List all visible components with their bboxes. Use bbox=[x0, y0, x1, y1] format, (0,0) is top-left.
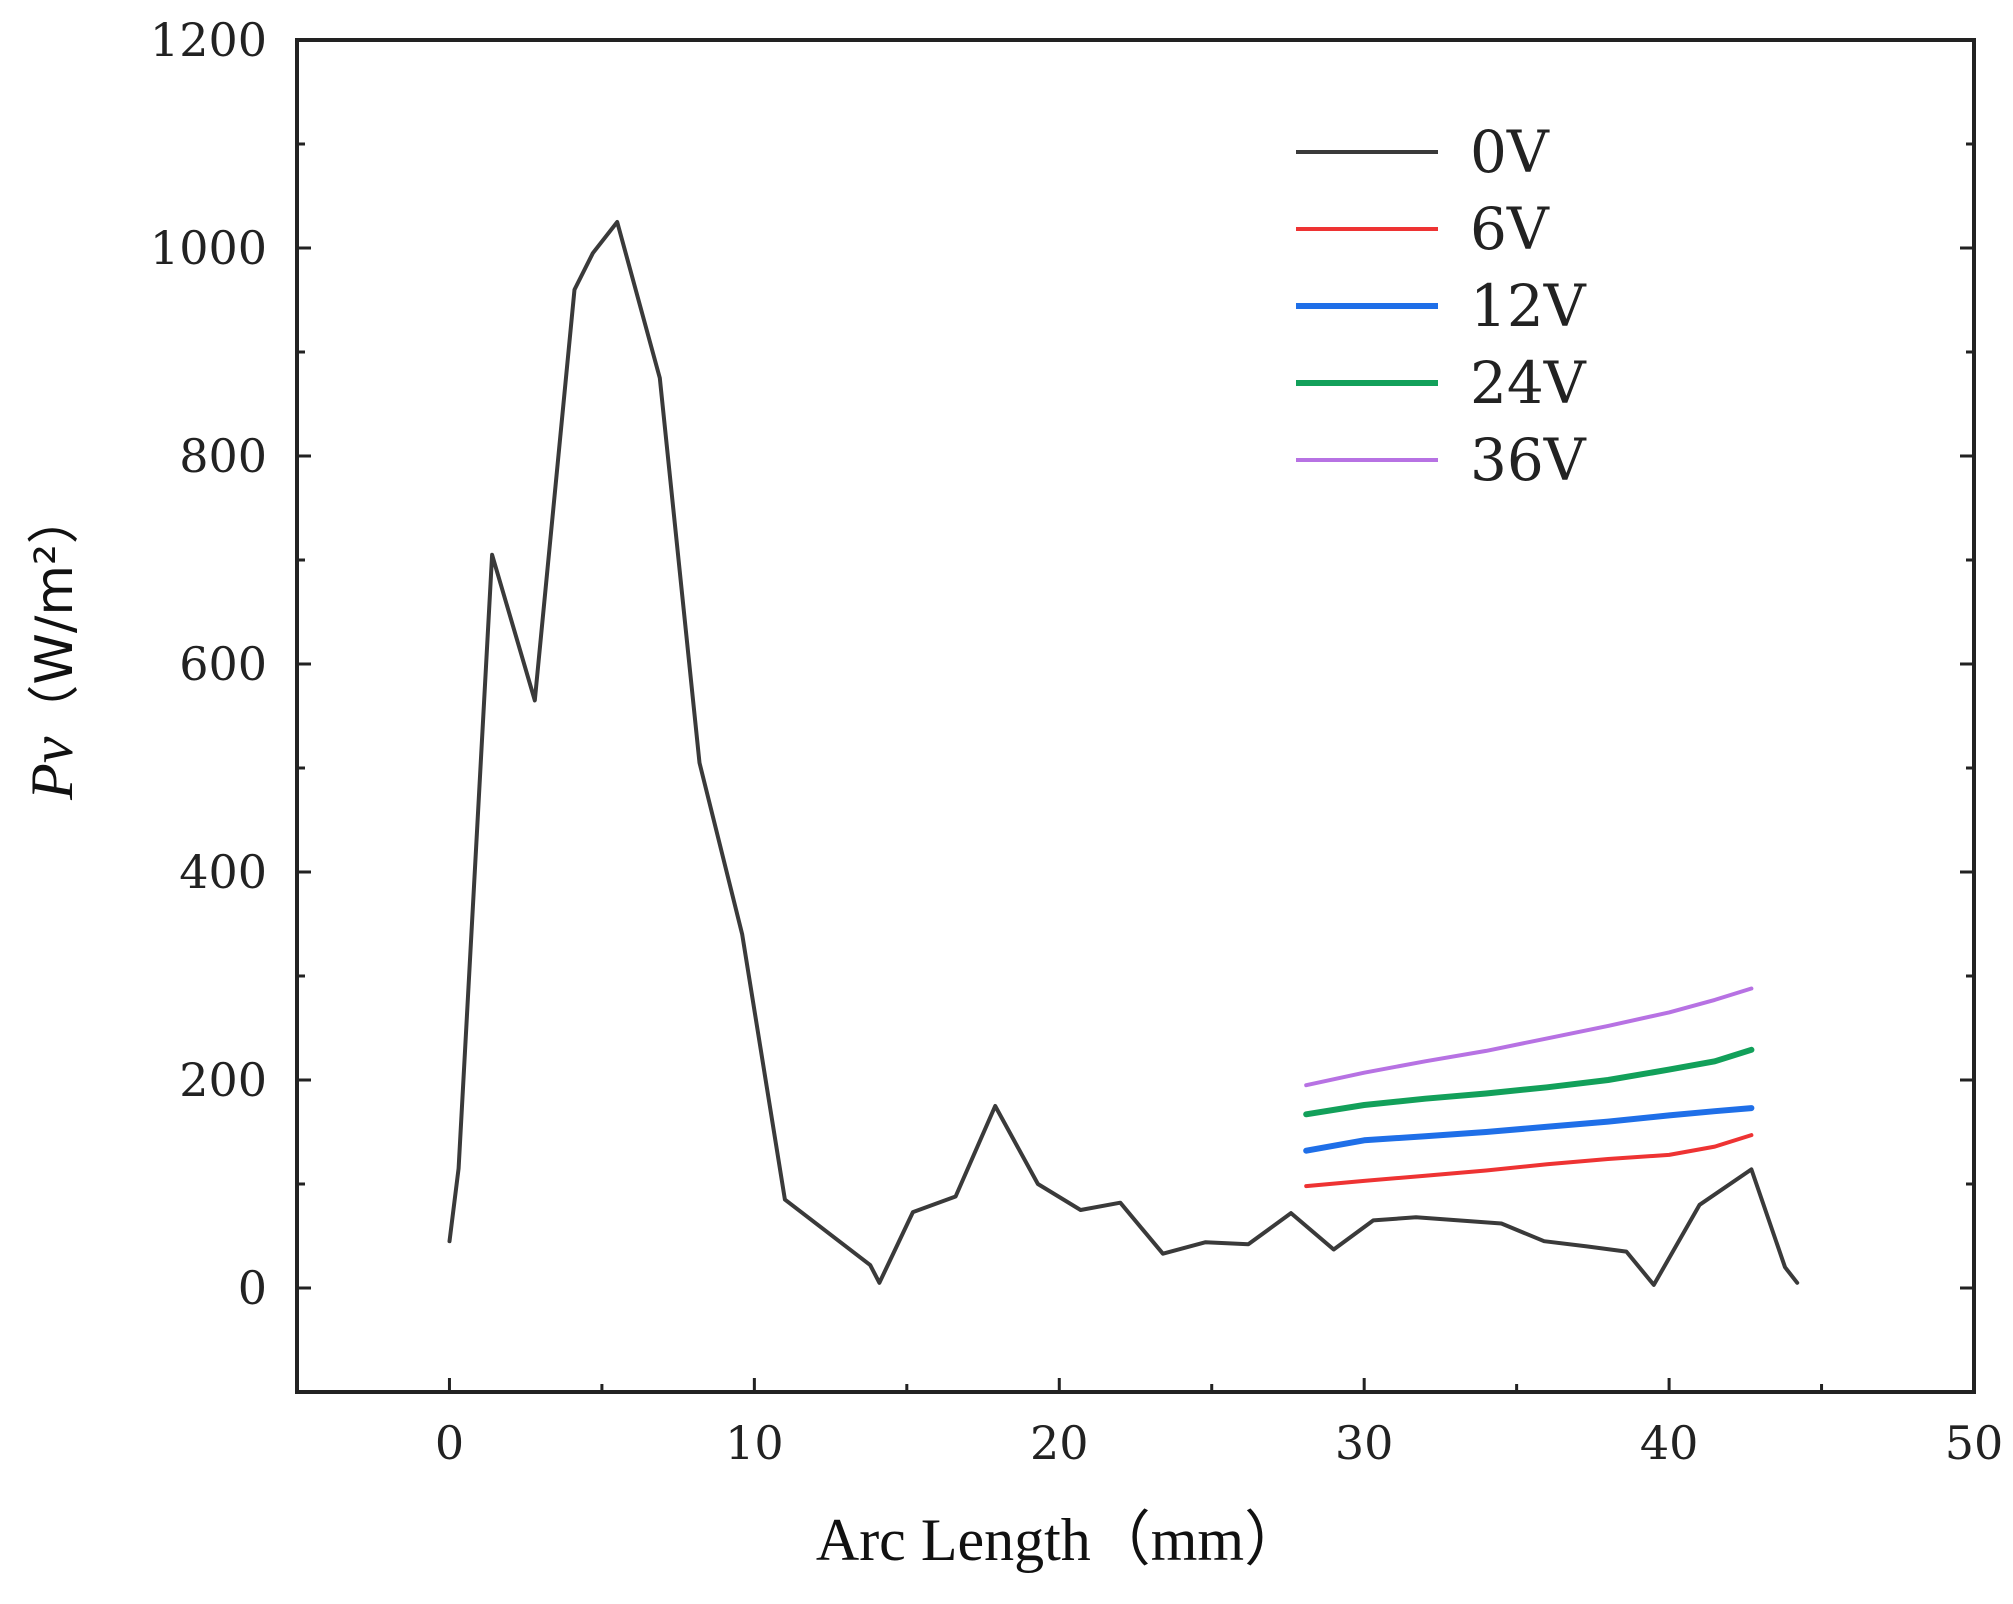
svg-text:Pv（W/m²）: Pv（W/m²） bbox=[19, 492, 85, 801]
series-line-12v bbox=[1303, 1105, 1755, 1154]
y-tick-label: 0 bbox=[238, 1261, 267, 1315]
y-tick-label: 600 bbox=[179, 637, 267, 691]
legend-label-6v: 6V bbox=[1470, 195, 1550, 263]
legend-label-36v: 36V bbox=[1470, 426, 1587, 494]
y-tick-labels: 0 200 400 600 800 1000 1200 bbox=[150, 13, 267, 1315]
x-tick-label: 50 bbox=[1945, 1416, 2004, 1470]
series-line-6v bbox=[1304, 1133, 1754, 1189]
x-tick-label: 30 bbox=[1335, 1416, 1394, 1470]
series-lines bbox=[447, 220, 1800, 1287]
x-tick-label: 20 bbox=[1030, 1416, 1089, 1470]
y-tick-label: 800 bbox=[179, 429, 267, 483]
legend-label-0v: 0V bbox=[1470, 118, 1550, 186]
series-line-24v bbox=[1303, 1046, 1755, 1118]
x-tick-label: 40 bbox=[1640, 1416, 1699, 1470]
y-tick-label: 200 bbox=[179, 1053, 267, 1107]
legend-label-24v: 24V bbox=[1470, 349, 1587, 417]
legend-label-12v: 12V bbox=[1470, 272, 1587, 340]
axis-ticks bbox=[297, 142, 1974, 1394]
plot-frame bbox=[295, 38, 1976, 1394]
y-axis-unit: （W/m²） bbox=[25, 492, 85, 736]
x-tick-labels: 0 10 20 30 40 50 bbox=[435, 1416, 2003, 1470]
series-line-36v bbox=[1304, 986, 1754, 1088]
y-axis-title: Pv（W/m²） bbox=[19, 492, 85, 801]
series-line-0v bbox=[447, 220, 1800, 1287]
legend: 0V 6V 12V 24V 36V bbox=[1296, 118, 1587, 494]
x-axis-title: Arc Length（mm） bbox=[816, 1507, 1304, 1573]
y-tick-label: 1000 bbox=[150, 221, 267, 275]
x-tick-label: 0 bbox=[435, 1416, 464, 1470]
y-axis-symbol: Pv bbox=[19, 736, 85, 801]
y-tick-label: 400 bbox=[179, 845, 267, 899]
x-tick-label: 10 bbox=[725, 1416, 784, 1470]
y-tick-label: 1200 bbox=[150, 13, 267, 67]
